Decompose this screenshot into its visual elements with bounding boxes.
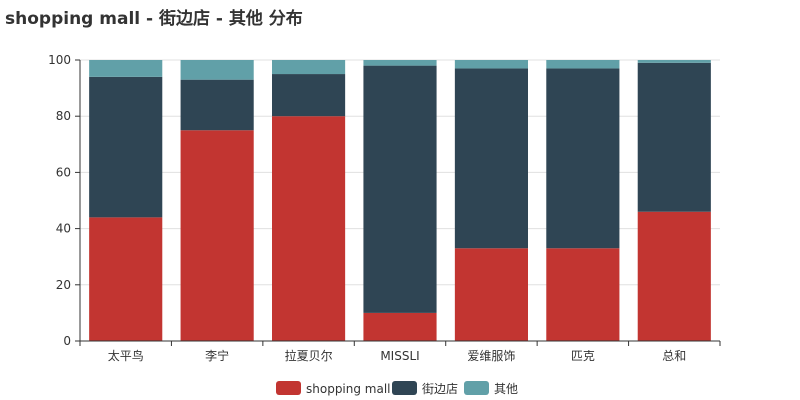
legend-swatch[interactable]	[392, 381, 417, 395]
x-tick-label: 太平鸟	[108, 348, 144, 363]
y-tick-label: 20	[56, 278, 71, 292]
legend-swatch[interactable]	[276, 381, 301, 395]
bar-0-0[interactable]	[89, 217, 162, 341]
y-tick-label: 60	[56, 165, 71, 179]
x-tick-label: 李宁	[205, 348, 229, 363]
x-tick-label: 爱维服饰	[467, 349, 515, 363]
bar-0-1[interactable]	[181, 130, 254, 341]
legend-label[interactable]: 街边店	[422, 382, 458, 396]
bar-1-1[interactable]	[181, 80, 254, 131]
bar-2-5[interactable]	[546, 60, 619, 68]
legend: shopping mall 街边店 其他	[276, 381, 518, 396]
bar-2-1[interactable]	[181, 60, 254, 80]
bar-2-4[interactable]	[455, 60, 528, 68]
legend-label[interactable]: shopping mall	[306, 382, 391, 396]
x-tick-label: MISSLI	[380, 349, 419, 363]
bar-series	[89, 60, 711, 341]
bar-2-6[interactable]	[638, 60, 711, 63]
bar-0-4[interactable]	[455, 248, 528, 341]
bar-1-4[interactable]	[455, 68, 528, 248]
y-tick-label: 100	[48, 53, 71, 67]
bar-0-5[interactable]	[546, 248, 619, 341]
bar-1-5[interactable]	[546, 68, 619, 248]
bar-1-3[interactable]	[363, 66, 436, 313]
y-tick-label: 80	[56, 109, 71, 123]
bar-0-6[interactable]	[638, 212, 711, 341]
bar-0-2[interactable]	[272, 116, 345, 341]
y-tick-label: 0	[63, 334, 71, 348]
y-tick-label: 40	[56, 222, 71, 236]
legend-swatch[interactable]	[464, 381, 489, 395]
x-tick-label: 匹克	[571, 349, 595, 363]
bar-1-2[interactable]	[272, 74, 345, 116]
bar-1-0[interactable]	[89, 77, 162, 218]
bar-0-3[interactable]	[363, 313, 436, 341]
x-tick-label: 拉夏贝尔	[285, 348, 333, 363]
legend-label[interactable]: 其他	[494, 382, 518, 396]
bar-2-3[interactable]	[363, 60, 436, 66]
bar-2-2[interactable]	[272, 60, 345, 74]
bar-2-0[interactable]	[89, 60, 162, 77]
bar-1-6[interactable]	[638, 63, 711, 212]
x-tick-label: 总和	[662, 349, 686, 363]
